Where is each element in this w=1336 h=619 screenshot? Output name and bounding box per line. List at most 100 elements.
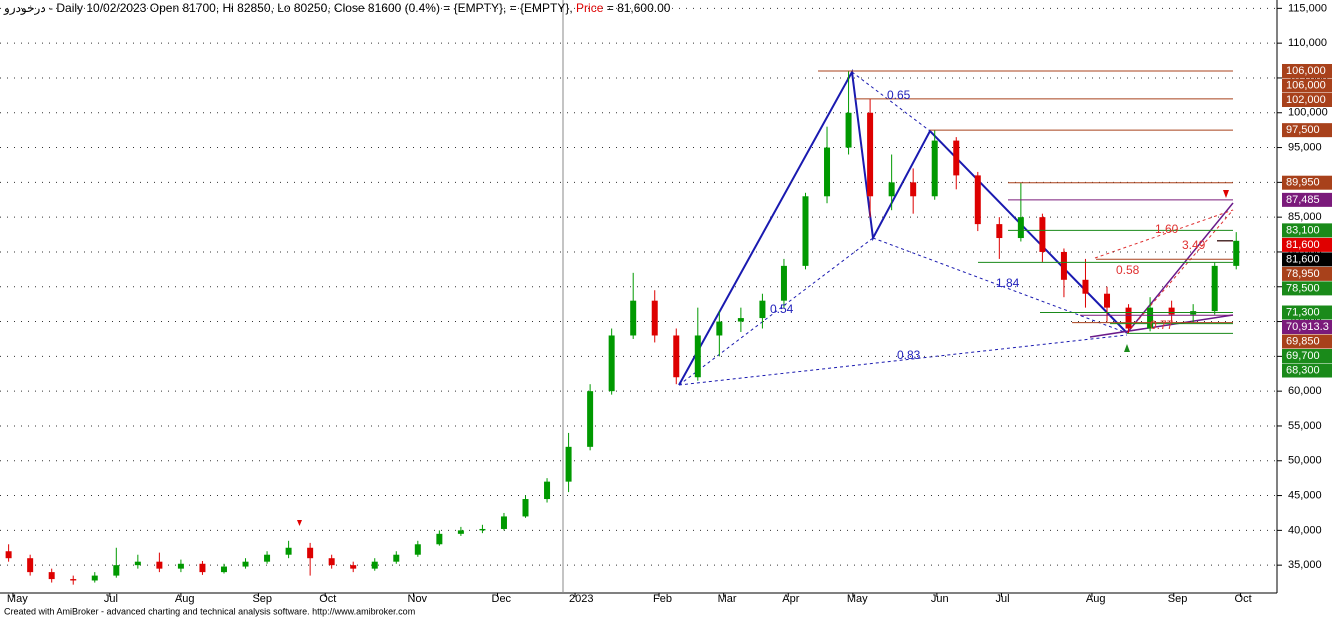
level-label: 81,600 bbox=[1286, 253, 1320, 265]
annotation: 3.49 bbox=[1182, 238, 1206, 252]
candle-body bbox=[27, 558, 34, 573]
candle-body bbox=[608, 335, 615, 392]
level-box bbox=[1282, 252, 1332, 267]
level-box bbox=[1282, 305, 1332, 320]
candle-body bbox=[1168, 307, 1175, 315]
level-box bbox=[1282, 237, 1332, 252]
y-tick-label: 35,000 bbox=[1288, 559, 1322, 571]
x-tick-label: Aug bbox=[175, 593, 195, 605]
level-box bbox=[1282, 223, 1332, 238]
candle-body bbox=[264, 554, 271, 562]
chart-title: درخودرو - Daily 10/02/2023 Open 81700, H… bbox=[3, 1, 671, 15]
candle-body bbox=[242, 561, 249, 567]
candle-body bbox=[156, 561, 163, 569]
level-label: 97,500 bbox=[1286, 124, 1320, 136]
y-tick-label: 60,000 bbox=[1288, 385, 1322, 397]
candle-body bbox=[587, 391, 594, 447]
candle-body bbox=[522, 499, 529, 517]
x-tick-label: Jun bbox=[931, 593, 949, 605]
candle-body bbox=[48, 572, 55, 580]
candle-body bbox=[1017, 217, 1024, 239]
level-box bbox=[1282, 363, 1332, 378]
sell-arrow bbox=[297, 520, 302, 526]
trend-lines bbox=[678, 68, 1234, 386]
trend bbox=[851, 71, 931, 132]
x-tick-label: 2023 bbox=[569, 593, 593, 605]
x-tick-label: May bbox=[7, 593, 28, 605]
annotation: 0.54 bbox=[770, 302, 794, 316]
level-box bbox=[1282, 320, 1332, 335]
sell-arrow bbox=[1223, 190, 1229, 198]
candle-body bbox=[5, 551, 12, 559]
y-tick-label: 50,000 bbox=[1288, 455, 1322, 467]
y-tick-label: 115,000 bbox=[1288, 2, 1327, 14]
candle-body bbox=[393, 554, 400, 562]
y-tick-label: 40,000 bbox=[1288, 524, 1322, 536]
candle-body bbox=[134, 561, 141, 566]
candle-body bbox=[70, 579, 77, 581]
annotation: 0.83 bbox=[897, 348, 921, 362]
candle-body bbox=[199, 563, 206, 573]
candle-body bbox=[1147, 307, 1154, 329]
x-tick-label: Apr bbox=[782, 593, 799, 605]
candle-body bbox=[673, 335, 680, 378]
candle-body bbox=[953, 140, 960, 176]
candle-body bbox=[328, 558, 335, 566]
candle-body bbox=[824, 147, 831, 197]
annotation: 1.84 bbox=[996, 276, 1020, 290]
y-tick-label: 95,000 bbox=[1288, 141, 1322, 153]
x-tick-label: Aug bbox=[1086, 593, 1106, 605]
annotation: 0.65 bbox=[887, 88, 911, 102]
level-label: 71,300 bbox=[1286, 306, 1320, 318]
candle-body bbox=[91, 575, 98, 581]
trend bbox=[1089, 314, 1234, 338]
candle-body bbox=[1233, 240, 1240, 266]
x-tick-label: Sep bbox=[252, 593, 272, 605]
x-tick-label: Dec bbox=[492, 593, 512, 605]
level-box bbox=[1282, 334, 1332, 349]
level-box bbox=[1282, 266, 1332, 281]
candle-body bbox=[694, 335, 701, 378]
candle-body bbox=[1211, 265, 1218, 312]
candle-body bbox=[371, 561, 378, 569]
candle-body bbox=[716, 321, 723, 336]
plot bbox=[0, 7, 1275, 585]
y-tick-label: 100,000 bbox=[1288, 107, 1328, 119]
candle-body bbox=[544, 481, 551, 500]
level-label: 81,600 bbox=[1286, 239, 1320, 251]
candle-body bbox=[220, 566, 227, 573]
candle-body bbox=[737, 318, 744, 322]
level-label: 83,100 bbox=[1286, 224, 1320, 236]
annotation: 0.77 bbox=[1150, 318, 1174, 332]
candle-body bbox=[1039, 217, 1046, 252]
y-tick-label: 110,000 bbox=[1288, 37, 1327, 49]
candle-body bbox=[630, 300, 637, 336]
candle-body bbox=[479, 528, 486, 531]
candle-body bbox=[910, 182, 917, 197]
candle-body bbox=[457, 530, 464, 534]
level-box bbox=[1282, 63, 1332, 78]
level-label: 78,500 bbox=[1286, 282, 1320, 294]
candle-body bbox=[1082, 279, 1089, 294]
level-box bbox=[1282, 349, 1332, 364]
level-label: 106,000 bbox=[1286, 65, 1326, 77]
candle-body bbox=[113, 565, 120, 576]
level-label: 102,000 bbox=[1286, 94, 1326, 106]
x-tick-label: May bbox=[847, 593, 868, 605]
trend bbox=[1094, 209, 1234, 259]
candle-body bbox=[177, 563, 184, 569]
candle-body bbox=[802, 196, 809, 266]
candle-body bbox=[1060, 251, 1067, 280]
trend bbox=[1126, 202, 1234, 334]
level-label: 78,950 bbox=[1286, 268, 1320, 280]
candle-body bbox=[780, 265, 787, 301]
level-label: 89,950 bbox=[1286, 177, 1320, 189]
level-box bbox=[1282, 92, 1332, 107]
y-tick-label: 45,000 bbox=[1288, 489, 1322, 501]
level-box bbox=[1282, 175, 1332, 190]
trend bbox=[678, 237, 874, 386]
candle-body bbox=[888, 182, 895, 197]
candle-body bbox=[931, 140, 938, 197]
level-label: 69,700 bbox=[1286, 350, 1320, 362]
